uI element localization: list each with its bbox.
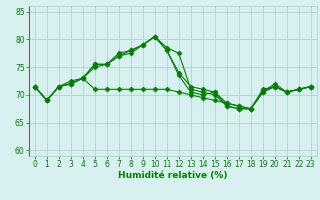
X-axis label: Humidité relative (%): Humidité relative (%) <box>118 171 228 180</box>
